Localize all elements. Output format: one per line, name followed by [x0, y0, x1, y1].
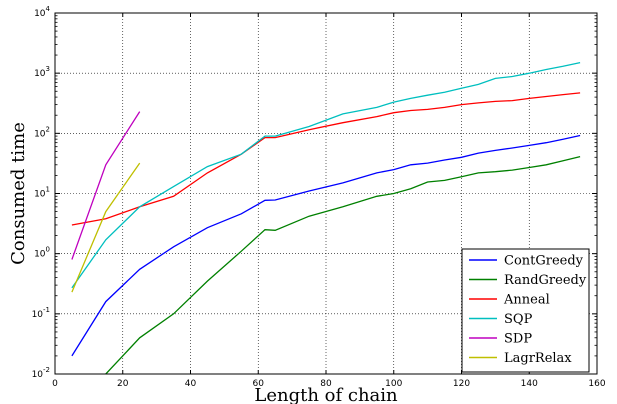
legend-label: ContGreedy — [504, 254, 584, 269]
series-line-contgreedy — [71, 134, 581, 357]
legend-label: Anneal — [503, 293, 550, 308]
x-axis-label: Length of chain — [254, 385, 398, 404]
x-tick-label: 100 — [385, 379, 402, 389]
legend-label: LagrRelax — [504, 351, 572, 366]
series-line-sqp — [71, 61, 581, 289]
x-tick-label: 120 — [453, 379, 470, 389]
y-tick-label: 100 — [34, 246, 50, 260]
y-tick-label: 102 — [34, 125, 50, 139]
x-tick-label: 0 — [52, 379, 58, 389]
legend-label: SQP — [504, 312, 533, 327]
legend-label: RandGreedy — [504, 273, 587, 288]
y-tick-label: 103 — [34, 65, 50, 79]
series-line-randgreedy — [105, 155, 581, 374]
y-tick-label: 10-1 — [32, 306, 50, 320]
series-lines — [71, 61, 581, 374]
series-line-anneal — [71, 92, 581, 226]
series-line-sdp — [71, 111, 141, 260]
legend-box — [461, 248, 590, 373]
y-tick-label: 101 — [34, 186, 50, 200]
x-tick-label: 40 — [185, 379, 197, 389]
series-line-lagrrelax — [71, 162, 141, 293]
y-axis-label: Consumed time — [8, 122, 29, 265]
legend-label: SDP — [504, 332, 532, 347]
y-tick-label: 104 — [34, 5, 50, 19]
x-tick-label: 20 — [117, 379, 129, 389]
x-tick-label: 80 — [320, 379, 332, 389]
legend: ContGreedy RandGreedy Anneal SQP SDP LagrRela… — [461, 248, 590, 373]
x-tick-label: 160 — [588, 379, 605, 389]
x-tick-label: 140 — [521, 379, 538, 389]
axis-ticks: 0 20 40 60 80 100 120 140 160 10-2 10-1 100 101 102 10… — [32, 5, 606, 389]
y-tick-label: 10-2 — [32, 366, 50, 380]
x-tick-label: 60 — [253, 379, 265, 389]
